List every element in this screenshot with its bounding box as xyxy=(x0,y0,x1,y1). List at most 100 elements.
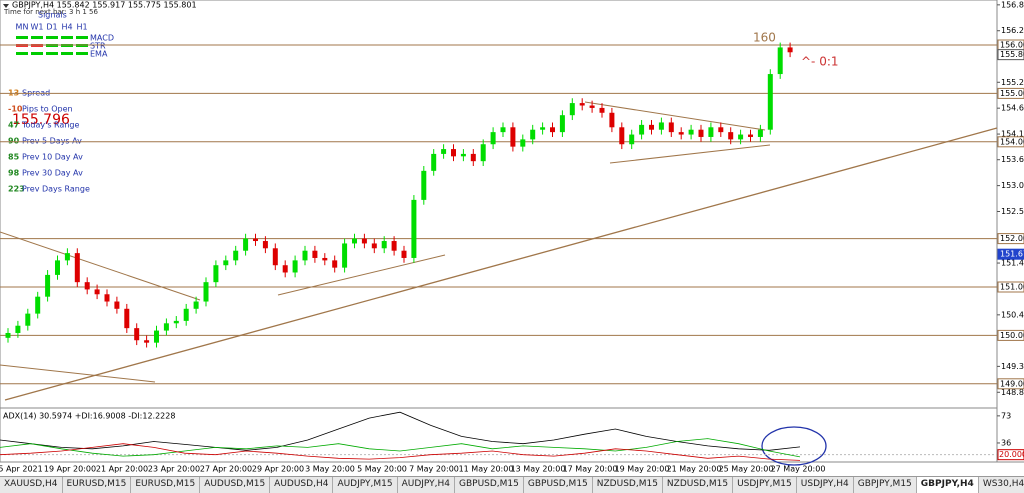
stat-label: Pips to Open xyxy=(22,105,73,114)
candle-body xyxy=(629,134,635,145)
trend-line xyxy=(584,101,766,131)
level-label: 150.000 xyxy=(1000,331,1024,340)
chart-tab[interactable]: AUDUSD,M15 xyxy=(200,477,271,493)
chart-tab[interactable]: GBPUSD,M15 xyxy=(524,477,593,493)
candle-body xyxy=(352,238,357,244)
x-tick-label: 25 May 20:00 xyxy=(719,465,774,474)
chart-tab[interactable]: GBPJPY,H4 xyxy=(916,477,979,493)
signal-cell xyxy=(76,52,88,55)
chart-tab[interactable]: USDJPY,M15 xyxy=(733,477,797,493)
x-tick-label: 17 May 20:00 xyxy=(563,465,618,474)
level-label: 149.000 xyxy=(1000,379,1024,388)
menu-icon xyxy=(3,4,9,8)
candle-body xyxy=(460,153,466,157)
candle-body xyxy=(183,308,189,321)
candle-body xyxy=(371,243,377,249)
y-tick-label: 154.695 xyxy=(1001,104,1024,113)
signal-cell xyxy=(31,36,43,39)
candle-body xyxy=(144,340,150,343)
candle-body xyxy=(262,241,268,249)
pips-annotation: 160 xyxy=(753,31,776,45)
x-tick-label: 27 Apr 20:00 xyxy=(200,465,252,474)
level-box xyxy=(997,136,1024,148)
chart-tab[interactable]: GBPJPY,M15 xyxy=(854,477,917,493)
stat-value: 223 xyxy=(8,185,25,194)
x-tick-label: 15 Apr 2021 xyxy=(0,465,43,474)
candle-body xyxy=(94,289,100,295)
stat-value: 47 xyxy=(8,121,19,130)
level-box xyxy=(997,329,1024,341)
x-tick-label: 3 May 20:00 xyxy=(305,465,355,474)
stat-label: Prev 5 Days Av xyxy=(22,137,82,146)
candle-body xyxy=(777,47,783,75)
chart-tab[interactable]: XAUUSD,H4 xyxy=(0,477,63,493)
signal-cell xyxy=(46,52,58,55)
level-box xyxy=(997,87,1024,99)
indicator-level-box xyxy=(997,449,1024,461)
x-tick-label: 7 May 20:00 xyxy=(409,465,459,474)
trend-line xyxy=(609,144,771,164)
candle-body xyxy=(25,313,31,326)
y-tick-label: 153.630 xyxy=(1001,155,1024,164)
candle-body xyxy=(282,265,288,273)
timeframe-label: D1 xyxy=(46,23,57,32)
level-box xyxy=(997,281,1024,293)
chart-tab[interactable]: AUDJPY,H4 xyxy=(398,477,455,493)
candle-body xyxy=(738,134,744,140)
level-label: 152.000 xyxy=(1000,234,1024,243)
candle-body xyxy=(649,124,654,130)
chart-tab[interactable]: EURUSD,M15 xyxy=(63,477,132,493)
candle-body xyxy=(104,294,110,302)
stat-value: 98 xyxy=(8,169,20,178)
chart-tab[interactable]: USDJPY,H4 xyxy=(797,477,854,493)
signal-cell xyxy=(61,52,73,55)
candle-body xyxy=(550,127,555,133)
candle-body xyxy=(500,127,506,133)
chart-tab[interactable]: NZDUSD,M15 xyxy=(593,477,663,493)
candle-body xyxy=(381,241,387,249)
candle-body xyxy=(698,129,704,137)
y-tick-label: 151.495 xyxy=(1001,259,1024,268)
candle-body xyxy=(223,260,229,266)
candle-body xyxy=(203,282,209,302)
candle-body xyxy=(302,250,308,261)
candle-body xyxy=(213,265,219,283)
trend-line xyxy=(0,364,156,383)
signal-row-label: MACD xyxy=(90,34,114,43)
indicator-line xyxy=(0,411,801,451)
candle-body xyxy=(322,257,328,261)
indicator-line xyxy=(0,438,801,458)
candle-body xyxy=(530,129,536,140)
chart-tab[interactable]: AUDJPY,M15 xyxy=(333,477,398,493)
candle-body xyxy=(154,330,159,343)
chart-tab[interactable]: WS30,H4 xyxy=(979,477,1024,493)
x-tick-label: 13 May 20:00 xyxy=(511,465,566,474)
candle-body xyxy=(421,170,427,200)
chart-tab[interactable]: AUDUSD,H4 xyxy=(270,477,334,493)
current-price-text: 155.796 xyxy=(12,112,70,128)
chart-tab[interactable]: NZDUSD,M15 xyxy=(663,477,734,493)
candle-body xyxy=(757,129,763,137)
timeframe-label: MN xyxy=(16,23,29,32)
trend-line xyxy=(0,231,201,301)
chart-tab[interactable]: EURUSD,M15 xyxy=(131,477,201,493)
chart-tab[interactable]: GBPUSD,M15 xyxy=(455,477,524,493)
candle-body xyxy=(559,115,565,133)
level-box xyxy=(997,233,1024,245)
candle-body xyxy=(540,127,546,130)
candle-body xyxy=(787,47,793,53)
y-tick-label: 152.560 xyxy=(1001,207,1024,216)
signal-cell xyxy=(76,36,88,39)
chart: GBPJPY,H4 155.842 155.917 155.775 155.80… xyxy=(0,0,1024,474)
candle-body xyxy=(431,153,437,171)
symbol-line: GBPJPY,H4 155.842 155.917 155.775 155.80… xyxy=(12,1,197,10)
candle-body xyxy=(163,323,169,331)
signal-row-label: STR xyxy=(90,42,106,51)
stat-label: Today's Range xyxy=(21,121,79,130)
candle-body xyxy=(609,112,615,128)
signal-cell xyxy=(16,36,28,39)
trend-line xyxy=(4,127,998,401)
candle-body xyxy=(579,103,585,106)
candle-body xyxy=(243,238,249,251)
